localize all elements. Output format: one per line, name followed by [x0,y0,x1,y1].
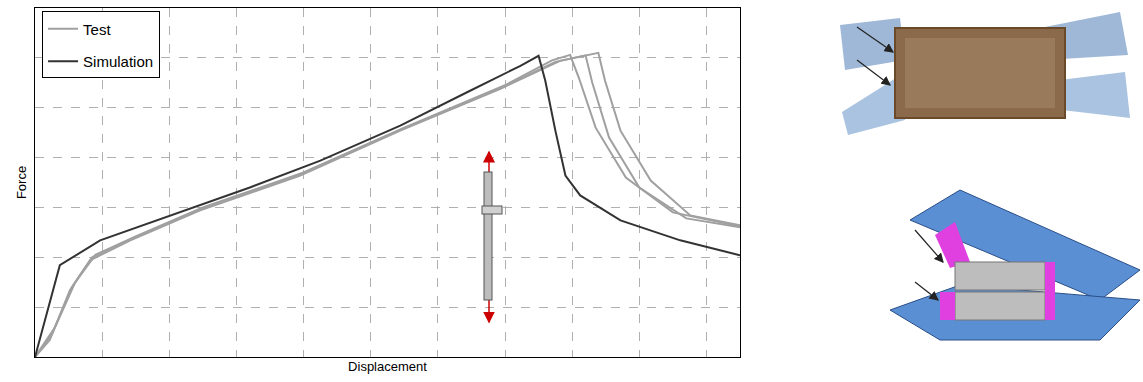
svg-text:Simulation: Simulation [83,53,153,70]
svg-text:Force: Force [14,166,29,199]
svg-text:Test: Test [83,21,111,38]
svg-text:Displacement: Displacement [348,359,427,374]
